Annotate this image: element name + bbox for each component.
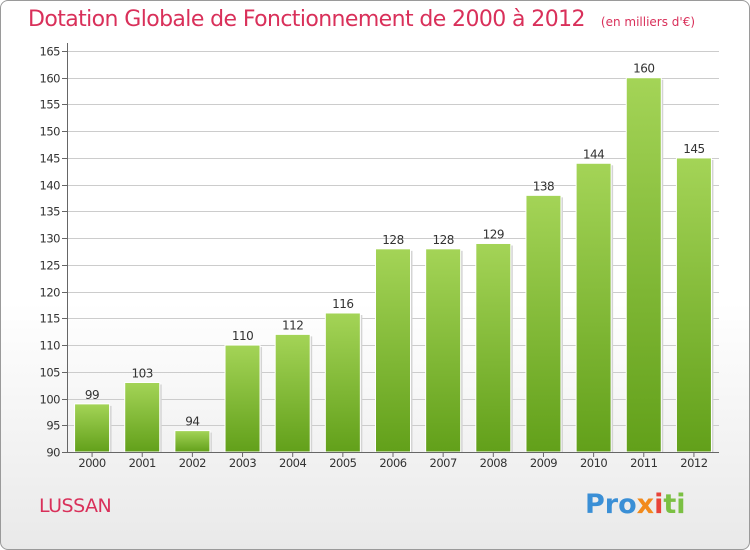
value-label-2005: 116 (332, 297, 353, 311)
x-tick-label-2005: 2005 (329, 456, 356, 470)
y-tick-label: 95 (46, 419, 60, 433)
bars (74, 77, 714, 453)
logo-part-4: ti (663, 489, 686, 520)
value-label-2003: 110 (232, 329, 253, 343)
bar-2008 (475, 242, 512, 453)
x-tick-label-2009: 2009 (530, 456, 557, 470)
y-tick-label: 150 (40, 125, 61, 139)
bar-2000 (74, 403, 111, 453)
value-label-2008: 129 (483, 227, 504, 241)
bar-2006 (375, 248, 411, 453)
x-tick-label-2011: 2011 (630, 456, 657, 470)
y-tick-label: 100 (40, 393, 61, 407)
chart-title: Dotation Globale de Fonctionnement de 20… (28, 7, 695, 32)
y-tick-label: 120 (40, 286, 61, 300)
labels: 90 95 100 105 110 115 120 125 130 135 140 145 150 155… (40, 45, 709, 471)
chart-title-text: Dotation Globale de Fonctionnement de 20… (28, 7, 586, 32)
bar-2005 (324, 312, 361, 453)
x-tick-label-2012: 2012 (680, 456, 707, 470)
bar-2004 (274, 333, 311, 453)
value-label-2006: 128 (382, 233, 403, 247)
y-tick-label: 130 (40, 232, 61, 246)
bar-2012 (675, 157, 712, 453)
x-tick-label-2004: 2004 (279, 456, 306, 470)
value-label-2002: 94 (185, 415, 199, 429)
y-tick-label: 165 (40, 45, 61, 59)
value-label-2009: 138 (533, 179, 554, 193)
logo-part-2: x (636, 489, 655, 520)
value-label-2001: 103 (132, 366, 153, 380)
value-label-2011: 160 (633, 62, 654, 76)
bar-2009 (525, 194, 562, 453)
axes (62, 43, 719, 457)
value-label-2012: 145 (683, 142, 704, 156)
bar-2010 (575, 162, 612, 453)
value-label-2004: 112 (282, 318, 303, 332)
y-tick-label: 115 (40, 312, 61, 326)
y-tick-label: 90 (46, 446, 60, 460)
value-label-2010: 144 (583, 147, 604, 161)
bar-2007 (425, 248, 462, 453)
y-tick-label: 140 (40, 179, 61, 193)
proxiti-logo: Proxiti (585, 489, 686, 520)
y-tick-label: 105 (40, 366, 61, 380)
commune-name: LUSSAN (39, 495, 112, 517)
x-tick-label-2003: 2003 (229, 456, 256, 470)
logo-part-3: i (654, 489, 664, 520)
x-tick-label-2006: 2006 (379, 456, 406, 470)
x-tick-label-2010: 2010 (580, 456, 607, 470)
y-tick-label: 135 (40, 205, 61, 219)
y-tick-label: 155 (40, 98, 61, 112)
bar-2011 (625, 77, 662, 453)
value-label-2007: 128 (432, 233, 453, 247)
y-tick-label: 110 (40, 339, 61, 353)
x-tick-label-2001: 2001 (129, 456, 156, 470)
chart-subtitle: (en milliers d'€) (600, 15, 696, 29)
bar-2003 (224, 344, 261, 453)
x-tick-label-2002: 2002 (179, 456, 206, 470)
y-tick-label: 160 (40, 72, 61, 86)
x-tick-label-2000: 2000 (78, 456, 105, 470)
x-tick-label-2007: 2007 (430, 456, 457, 470)
bar-2001 (124, 381, 161, 453)
logo-part-1: Pro (585, 489, 637, 520)
bar-2002 (174, 430, 211, 453)
y-tick-label: 145 (40, 152, 61, 166)
value-label-2000: 99 (85, 388, 99, 402)
x-tick-label-2008: 2008 (480, 456, 507, 470)
y-tick-label: 125 (40, 259, 61, 273)
